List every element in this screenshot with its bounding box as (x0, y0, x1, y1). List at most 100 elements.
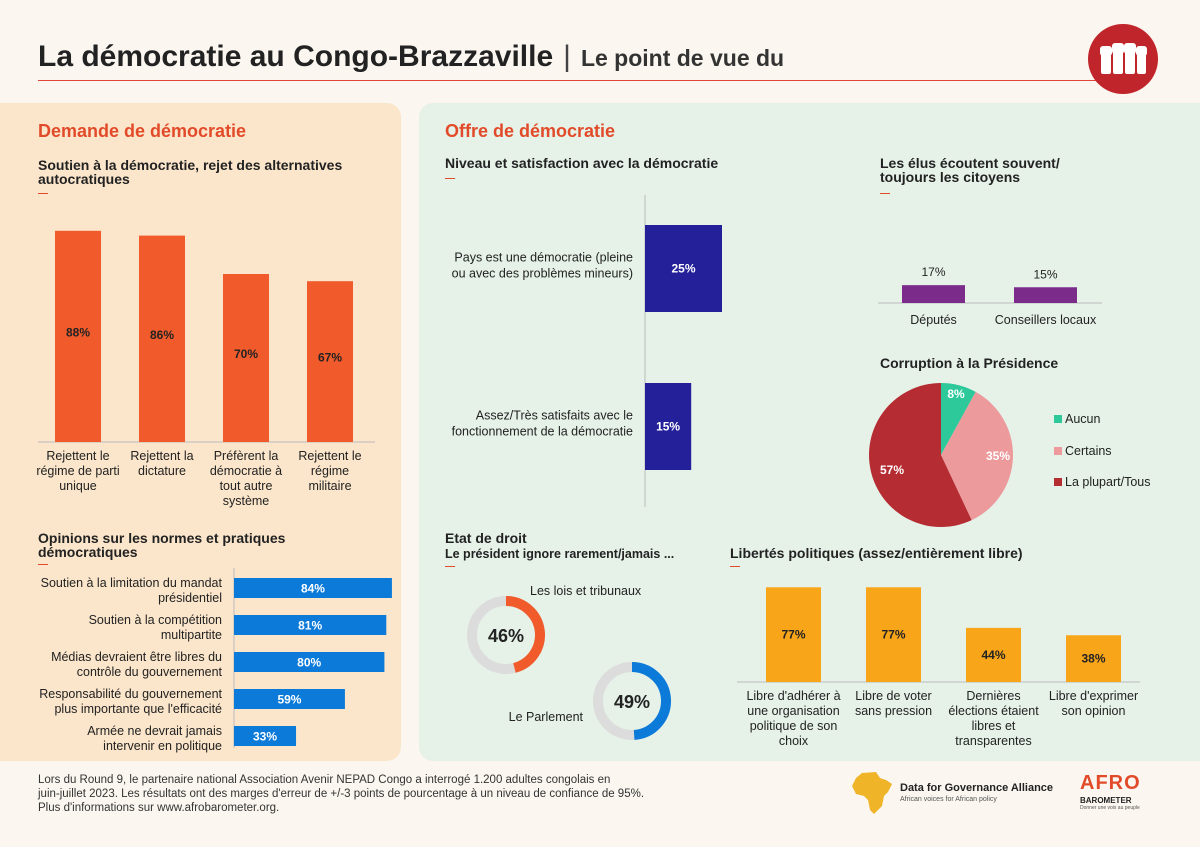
elus-category-label: Députés (910, 313, 957, 327)
support-value-label: 88% (66, 325, 90, 339)
afrobarometer-logo-tagline: Donner une voix au peuple (1080, 805, 1140, 811)
level-value-label: 15% (656, 420, 680, 434)
footer-line-1: Lors du Round 9, le partenaire national … (38, 774, 611, 786)
support-bar (223, 274, 269, 442)
elus-chart-title-line1: Les élus écoutent souvent/ (880, 155, 1060, 171)
etat-donut-charts: 46% Les lois et tribunaux 49% Le Parlement (467, 584, 671, 740)
supply-section-title: Offre de démocratie (445, 121, 616, 141)
level-category-label: Pays est une démocratie (pleine ou avec d… (452, 251, 633, 281)
title-accent (880, 193, 890, 194)
dga-logo-tagline: African voices for African policy (900, 796, 997, 803)
legend-swatch (1054, 415, 1062, 423)
header-rule (38, 80, 1098, 81)
elus-value-label: 15% (1033, 267, 1057, 281)
norms-bar (234, 689, 345, 709)
libertes-value-label: 77% (881, 628, 905, 642)
legend-swatch (1054, 478, 1062, 486)
norms-bar-chart: 84% Soutien à la limitation du mandat prés… (39, 568, 392, 753)
elus-bar-chart: 17% Députés 15% Conseillers locaux (878, 265, 1102, 327)
norms-category-label: Soutien à la limitation du mandat préside… (41, 576, 223, 605)
support-bar (139, 235, 185, 442)
level-bar (645, 383, 692, 470)
libertes-bar (866, 587, 921, 682)
norms-bar (234, 578, 392, 598)
norms-category-label: Soutien à la compétition multipartite (89, 613, 222, 642)
libertes-bar (966, 627, 1021, 682)
donut-category-label: Les lois et tribunaux (530, 584, 642, 598)
corruption-slice-label: 8% (947, 387, 965, 401)
level-category-label: Assez/Très satisfaits avec le fonctionnem… (452, 409, 633, 439)
afrobarometer-logo-name-2: BAROMETER (1080, 796, 1132, 805)
norms-value-label: 59% (277, 693, 301, 707)
level-bar (645, 225, 722, 312)
title-main: La démocratie au Congo-Brazzaville (38, 40, 554, 73)
norms-bar (234, 652, 385, 672)
donut-arc (631, 662, 671, 740)
libertes-bar-chart: 77% Libre d'adhérer à une organisation poli… (737, 587, 1140, 748)
libertes-bar (766, 587, 821, 682)
support-category-label: Rejettent le régime militaire (298, 449, 361, 493)
footer-line-3: Plus d'informations sur www.afrobaromete… (38, 802, 280, 814)
level-bar-chart: 25% Pays est une démocratie (pleine ou ave… (452, 195, 722, 507)
legend-label: La plupart/Tous (1065, 475, 1150, 489)
dga-logo-name: Data for Governance Alliance (900, 782, 1054, 794)
elus-category-label: Conseillers locaux (995, 313, 1097, 327)
footer-note: Lors du Round 9, le partenaire national … (38, 773, 678, 815)
title-accent (38, 193, 48, 194)
elus-chart-title-line2: toujours les citoyens (880, 169, 1021, 185)
support-category-label: Rejettent la dictature (130, 449, 193, 478)
title-accent (445, 566, 455, 567)
donut-value-label: 46% (488, 626, 524, 646)
footer-line-2: juin-juillet 2023. Les résultats ont des… (38, 788, 645, 800)
support-value-label: 86% (150, 328, 174, 342)
libertes-category-label: Libre de voter sans pression (855, 689, 932, 718)
level-value-label: 25% (671, 262, 695, 276)
afrobarometer-logo-name: AFRO (1080, 772, 1141, 794)
libertes-category-label: Libre d'exprimer son opinion (1049, 689, 1138, 718)
norms-chart-title-line2: démocratiques (38, 544, 138, 560)
corruption-slice (941, 383, 976, 455)
demand-section-title: Demande de démocratie (38, 121, 247, 141)
support-bar (55, 230, 101, 442)
page-title: La démocratie au Congo-Brazzaville | Le po… (38, 40, 784, 74)
legend-label: Certains (1065, 444, 1112, 458)
etat-chart-subtitle: Le président ignore rarement/jamais ... (445, 547, 675, 561)
norms-value-label: 33% (253, 730, 277, 744)
libertes-value-label: 38% (1081, 652, 1105, 666)
elus-bar (1014, 287, 1077, 303)
libertes-value-label: 77% (781, 628, 805, 642)
corruption-slice (941, 391, 1013, 521)
donut-value-label: 49% (614, 692, 650, 712)
etat-chart-title: Etat de droit (445, 530, 527, 546)
raised-fists-logo (1088, 24, 1158, 94)
libertes-category-label: Dernières élections étaient libres et trans… (948, 689, 1039, 748)
title-subtitle: Le point de vue du (580, 45, 785, 71)
corruption-slice-label: 57% (880, 463, 904, 477)
legend-label: Aucun (1065, 412, 1100, 426)
libertes-category-label: Libre d'adhérer à une organisation politiq… (746, 689, 840, 748)
norms-category-label: Armée ne devrait jamais intervenir en pol… (87, 724, 222, 753)
libertes-chart-title: Libertés politiques (assez/entièrement l… (730, 545, 1023, 561)
support-category-label: Préfèrent la démocratie à tout autre systèm… (210, 449, 282, 508)
norms-value-label: 81% (298, 619, 322, 633)
elus-bar (902, 285, 965, 303)
donut-category-label: Le Parlement (509, 710, 584, 724)
elus-value-label: 17% (921, 265, 945, 279)
title-accent (38, 564, 48, 565)
title-accent (730, 566, 740, 567)
corruption-pie-chart: 8% 35% 57% Aucun Certains La plupart/Tous (869, 383, 1150, 527)
libertes-value-label: 44% (981, 648, 1005, 662)
support-chart-title-line2: autocratiques (38, 171, 130, 187)
support-category-label: Rejettent le régime de parti unique (36, 449, 119, 493)
norms-bar (234, 615, 387, 635)
corruption-slice-label: 35% (986, 449, 1010, 463)
norms-bar (234, 726, 297, 746)
libertes-bar (1066, 635, 1121, 682)
africa-map-icon (852, 772, 892, 814)
norms-chart-title-line1: Opinions sur les normes et pratiques (38, 530, 286, 546)
level-chart-title: Niveau et satisfaction avec la démocrati… (445, 155, 719, 171)
norms-category-label: Médias devraient être libres du contrôle … (51, 650, 222, 679)
support-chart-title-line1: Soutien à la démocratie, rejet des alter… (38, 157, 343, 173)
norms-value-label: 80% (297, 656, 321, 670)
norms-value-label: 84% (301, 582, 325, 596)
